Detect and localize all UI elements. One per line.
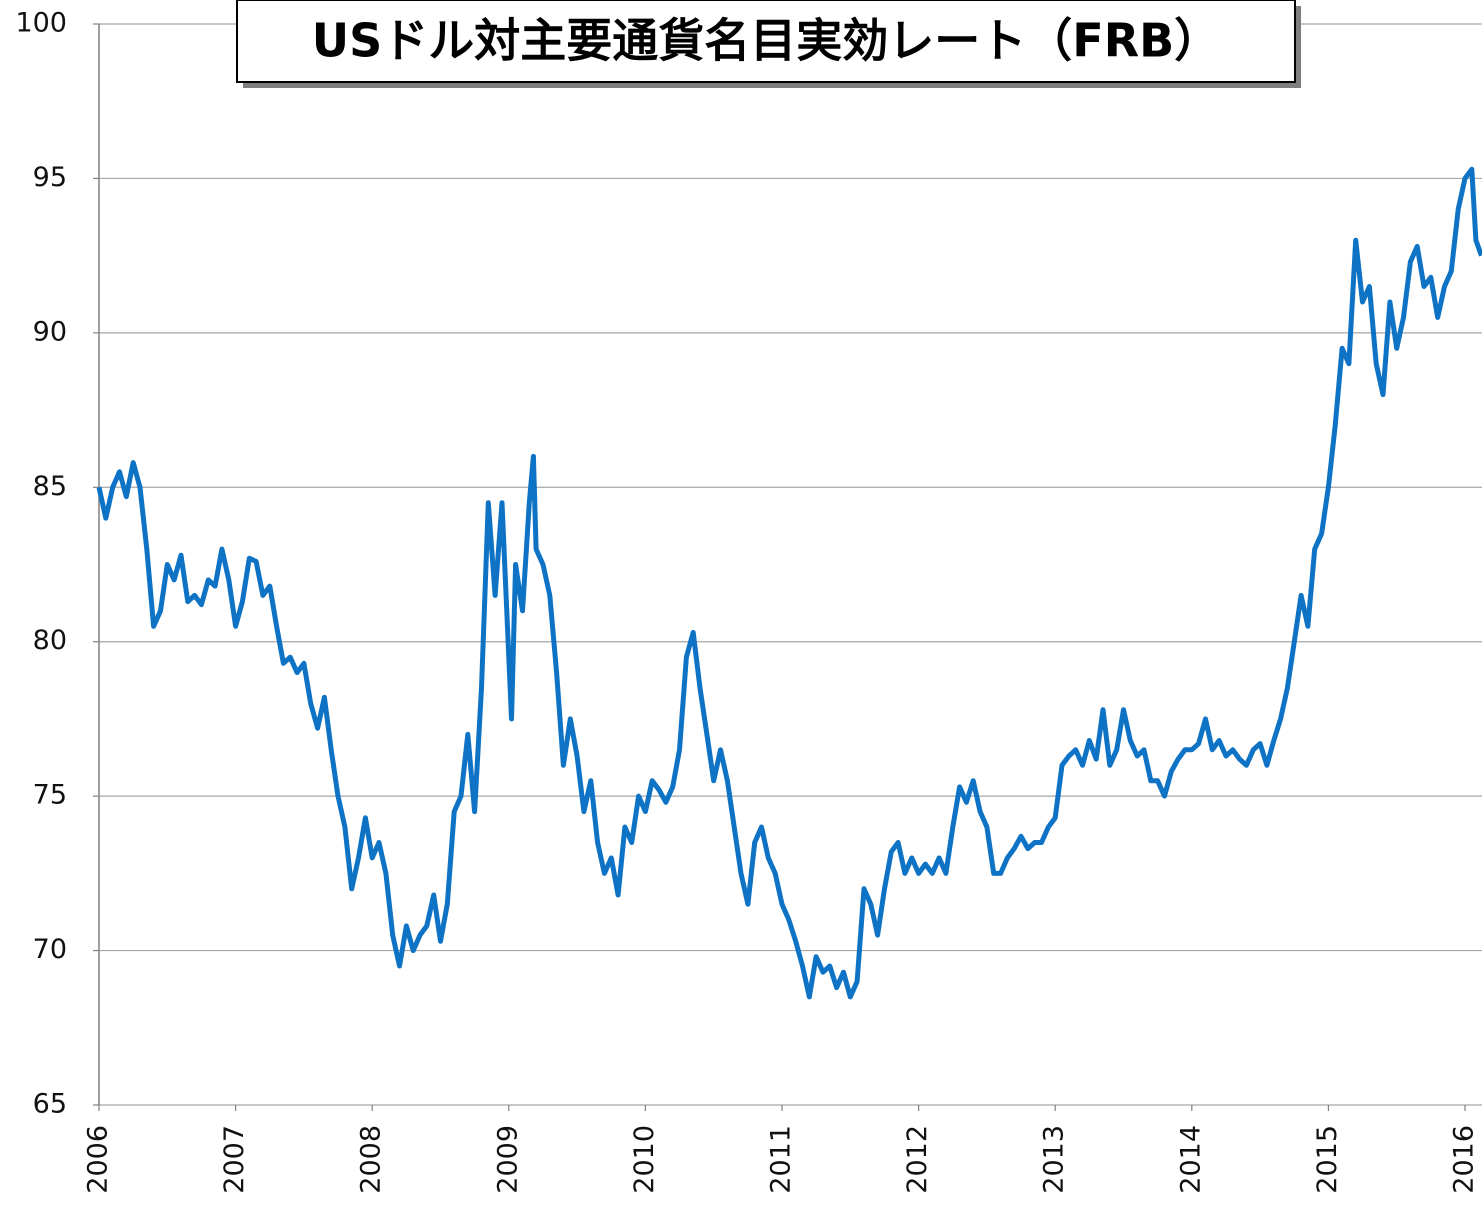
y-tick-label: 100 — [15, 8, 67, 39]
y-tick-label: 90 — [33, 316, 67, 347]
title-box: USドル対主要通貨名目実効レート（FRB） — [236, 0, 1301, 88]
chart-title: USドル対主要通貨名目実効レート（FRB） — [312, 14, 1220, 68]
y-tick-label: 65 — [33, 1089, 67, 1120]
series-line — [96, 166, 1482, 1000]
x-tick-label: 2015 — [1312, 1125, 1343, 1194]
x-tick-label: 2010 — [629, 1125, 660, 1194]
x-tick-label: 2012 — [902, 1125, 933, 1194]
y-tick-label: 80 — [33, 625, 67, 656]
x-tick-label: 2006 — [83, 1125, 114, 1194]
x-tick-label: 2013 — [1039, 1125, 1070, 1194]
y-tick-label: 85 — [33, 471, 67, 502]
y-tick-label: 70 — [33, 934, 67, 965]
x-tick-label: 2011 — [766, 1125, 797, 1194]
y-tick-label: 75 — [33, 780, 67, 811]
x-tick-label: 2008 — [356, 1125, 387, 1194]
y-tick-label: 95 — [33, 162, 67, 193]
x-tick-label: 2016 — [1449, 1125, 1480, 1194]
title-frame — [236, 0, 1296, 83]
x-tick-label: 2014 — [1175, 1125, 1206, 1194]
x-tick-label: 2007 — [219, 1125, 250, 1194]
x-tick-label: 2009 — [492, 1125, 523, 1194]
